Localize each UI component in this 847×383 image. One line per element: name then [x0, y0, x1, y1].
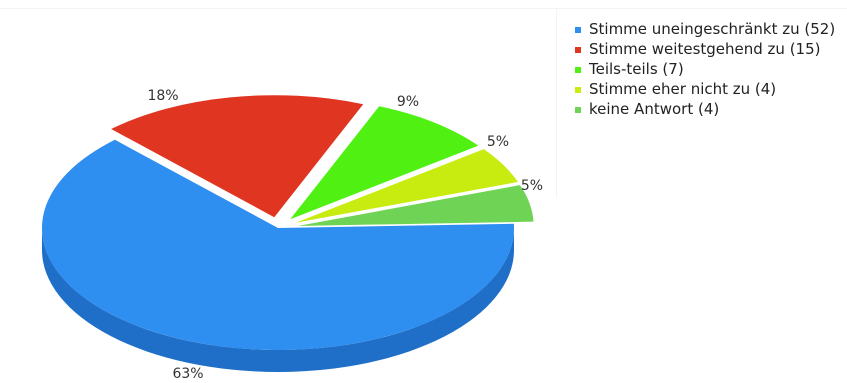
- pie-sides: [42, 228, 514, 372]
- legend-swatch: [575, 27, 581, 33]
- pie-labels: 63% 18% 9% 5% 5%: [147, 88, 543, 382]
- data-label: 5%: [487, 134, 509, 150]
- pie-slice: [295, 149, 518, 223]
- data-label: 18%: [147, 88, 178, 104]
- legend-label: keine Antwort (4): [589, 100, 720, 118]
- legend-swatch: [575, 47, 581, 53]
- legend-swatch: [575, 87, 581, 93]
- legend-divider: [556, 8, 557, 198]
- legend-item: Teils-teils (7): [563, 60, 847, 78]
- pie-slice: [41, 139, 515, 350]
- legend-label: Teils-teils (7): [589, 60, 684, 78]
- legend-item: Stimme eher nicht zu (4): [563, 80, 847, 98]
- legend-swatch: [575, 67, 581, 73]
- pie-tops: [41, 95, 534, 350]
- data-label: 9%: [397, 94, 419, 110]
- legend-item: Stimme weitestgehend zu (15): [563, 40, 847, 58]
- legend-label: Stimme eher nicht zu (4): [589, 80, 777, 98]
- data-label: 63%: [172, 366, 203, 382]
- legend-label: Stimme weitestgehend zu (15): [589, 40, 821, 58]
- pie-slice: [111, 95, 364, 218]
- legend-item: keine Antwort (4): [563, 100, 847, 118]
- top-divider: [0, 8, 847, 9]
- pie-chart: 63% 18% 9% 5% 5%: [41, 88, 543, 382]
- data-label: 5%: [521, 178, 543, 194]
- legend-swatch: [575, 107, 581, 113]
- pie-slice: [290, 106, 479, 220]
- pie-slice-side: [42, 228, 514, 372]
- legend: Stimme uneingeschränkt zu (52) Stimme we…: [563, 22, 847, 122]
- legend-item: Stimme uneingeschränkt zu (52): [563, 20, 847, 38]
- pie-slice: [297, 185, 534, 226]
- legend-label: Stimme uneingeschränkt zu (52): [589, 20, 836, 38]
